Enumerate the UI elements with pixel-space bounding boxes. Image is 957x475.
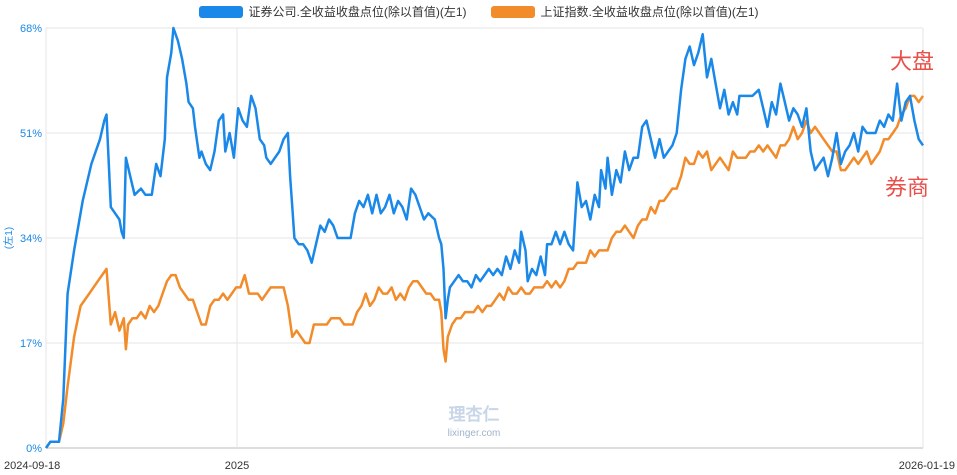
legend-item-broker[interactable]: 证券公司.全收益收盘点位(除以首值)(左1) (198, 3, 467, 20)
legend-swatch-broker (198, 5, 243, 18)
series-line-broker (44, 26, 925, 449)
y-axis-label: (左1) (2, 227, 15, 249)
legend-swatch-index (490, 5, 535, 18)
chart-legend: 证券公司.全收益收盘点位(除以首值)(左1) 上证指数.全收益收盘点位(除以首值… (0, 3, 957, 20)
watermark: 理杏仁 lixinger.com (448, 404, 501, 439)
watermark-site: lixinger.com (448, 428, 501, 439)
annotation-market: 大盘 (890, 50, 935, 75)
series-lines (44, 26, 925, 449)
annotation-broker: 券商 (885, 176, 930, 201)
grid-lines (45, 27, 924, 449)
y-tick-label: 0% (26, 443, 42, 455)
series-line-index (44, 94, 925, 449)
legend-label-index: 上证指数.全收益收盘点位(除以首值)(左1) (540, 5, 759, 19)
y-tick-label: 34% (20, 233, 42, 245)
legend-label-broker: 证券公司.全收益收盘点位(除以首值)(左1) (248, 5, 467, 19)
y-tick-label: 68% (20, 23, 42, 35)
x-axis: 2024-09-18 2025 2026-01-19 (4, 460, 955, 472)
x-tick-label: 2024-09-18 (4, 460, 60, 472)
y-tick-label: 51% (20, 128, 42, 140)
watermark-brand: 理杏仁 (449, 404, 500, 424)
x-tick-label: 2026-01-19 (899, 460, 955, 472)
y-tick-label: 17% (20, 338, 42, 350)
legend-item-index[interactable]: 上证指数.全收益收盘点位(除以首值)(左1) (490, 3, 759, 20)
x-tick-label: 2025 (225, 460, 249, 472)
y-axis: 0% 17% 34% 51% 68% (左1) (2, 23, 42, 455)
